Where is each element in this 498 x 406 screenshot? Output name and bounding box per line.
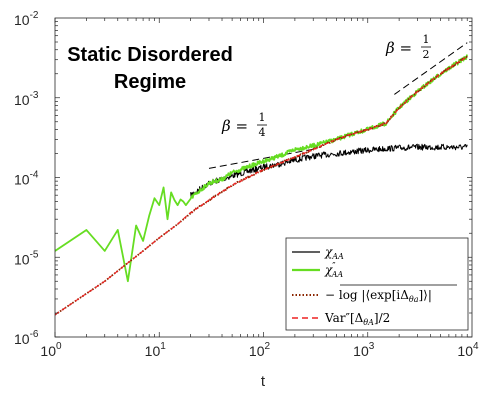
reference-line	[394, 42, 468, 95]
y-tick-label: 10-4	[14, 170, 39, 188]
legend-label-var: Var″[ΔθA]/2	[324, 311, 390, 327]
annotation-beta-half-text: β =	[385, 39, 412, 57]
x-tick-label: 102	[249, 341, 271, 359]
annotation-beta-half-den: 2	[423, 48, 430, 61]
series-chi-aa	[190, 143, 468, 198]
chart-title-line-1: Static Disordered	[67, 44, 233, 66]
y-tick-labels: 10-6 10-5 10-4 10-3 10-2	[14, 10, 39, 347]
annotation-beta-half-num: 1	[423, 33, 430, 46]
legend-label-chi-aa: χAA	[324, 245, 344, 261]
annotation-beta-quarter: β = 1 4	[221, 111, 267, 139]
legend-entry-var: Var″[ΔθA]/2	[292, 311, 390, 327]
annotation-beta-quarter-num: 1	[259, 111, 266, 124]
legend-entry-chi-aa: χAA	[292, 245, 344, 261]
x-tick-label: 104	[457, 341, 479, 359]
legend-entry-neg-log: − log |⟨exp[iΔθa]⟩|	[292, 284, 457, 304]
annotation-beta-quarter-text: β =	[221, 117, 248, 135]
legend-box	[285, 237, 469, 331]
series-layer	[55, 54, 469, 316]
x-tick-label: 101	[145, 341, 167, 359]
series-chi-pp-aa	[55, 54, 469, 283]
x-tick-label: 100	[40, 341, 62, 359]
reference-lines	[208, 42, 468, 169]
y-tick-label: 10-2	[14, 10, 39, 28]
annotation-beta-half: β = 1 2	[385, 33, 431, 61]
series-var	[55, 56, 468, 316]
y-tick-label: 10-6	[14, 329, 39, 347]
x-axis-label: t	[261, 373, 266, 390]
chart-title: Static Disordered Regime	[67, 44, 233, 93]
legend-entry-chi-pp-aa: χ″ AA	[292, 262, 343, 279]
legend: χAA χ″ AA − log |⟨exp[iΔθa]⟩| Var″[ΔθA]/2	[285, 237, 469, 331]
chart-title-line-2: Regime	[114, 71, 186, 93]
tick-marks	[54, 18, 472, 338]
reference-line	[208, 148, 317, 169]
legend-label-chi-pp-aa: χ″ AA	[324, 262, 343, 279]
legend-label-neg-log: − log |⟨exp[iΔθa]⟩|	[325, 288, 432, 304]
x-tick-labels: 100 101 102 103 104	[40, 341, 479, 359]
y-tick-label: 10-3	[14, 90, 39, 108]
y-tick-label: 10-5	[14, 249, 39, 267]
x-tick-label: 103	[353, 341, 375, 359]
annotation-beta-quarter-den: 4	[259, 126, 266, 139]
